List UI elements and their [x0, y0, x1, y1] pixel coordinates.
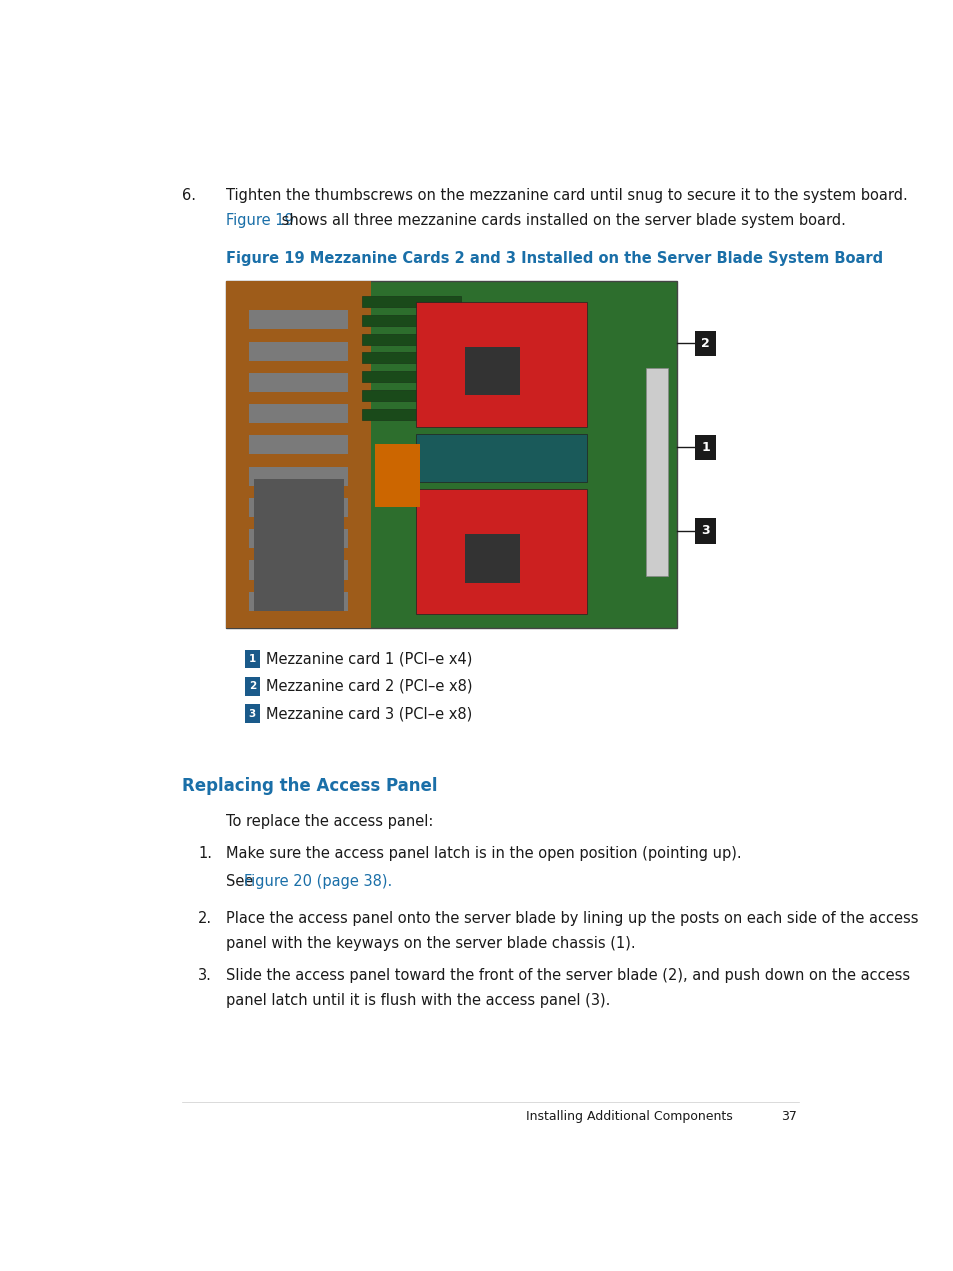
- Text: Mezzanine card 3 (PCI–e x8): Mezzanine card 3 (PCI–e x8): [265, 707, 472, 721]
- Bar: [249, 466, 348, 486]
- Bar: [249, 310, 348, 329]
- Text: 1.: 1.: [198, 846, 213, 862]
- Bar: [695, 330, 715, 356]
- Bar: [465, 347, 519, 395]
- Bar: [249, 342, 348, 361]
- Text: 1: 1: [700, 441, 709, 454]
- Text: Figure 20 (page 38).: Figure 20 (page 38).: [244, 873, 392, 888]
- Bar: [361, 333, 460, 344]
- Bar: [695, 519, 715, 544]
- Text: 2: 2: [700, 337, 709, 350]
- Text: panel latch until it is flush with the access panel (3).: panel latch until it is flush with the a…: [226, 993, 610, 1008]
- Text: 2.: 2.: [198, 911, 213, 927]
- Bar: [695, 435, 715, 460]
- Text: 3: 3: [249, 709, 255, 719]
- Text: Slide the access panel toward the front of the server blade (2), and push down o: Slide the access panel toward the front …: [226, 967, 909, 982]
- Text: Tighten the thumbscrews on the mezzanine card until snug to secure it to the sys: Tighten the thumbscrews on the mezzanine…: [226, 188, 907, 203]
- Bar: [416, 489, 587, 614]
- Text: 2: 2: [249, 681, 255, 691]
- Text: See: See: [226, 873, 258, 888]
- Bar: [245, 649, 259, 669]
- Bar: [361, 390, 460, 400]
- Bar: [245, 677, 259, 695]
- Bar: [361, 371, 460, 383]
- Bar: [361, 296, 460, 308]
- Bar: [465, 534, 519, 583]
- Bar: [375, 444, 420, 507]
- Bar: [249, 592, 348, 611]
- Bar: [416, 301, 587, 427]
- Text: 37: 37: [781, 1110, 796, 1122]
- Text: Installing Additional Components: Installing Additional Components: [525, 1110, 732, 1122]
- Bar: [249, 372, 348, 391]
- Bar: [226, 281, 371, 628]
- Text: Replacing the Access Panel: Replacing the Access Panel: [182, 777, 437, 794]
- Bar: [249, 561, 348, 580]
- Bar: [226, 281, 677, 628]
- Text: Make sure the access panel latch is in the open position (pointing up).: Make sure the access panel latch is in t…: [226, 846, 741, 862]
- Text: 1: 1: [249, 655, 255, 663]
- Bar: [249, 436, 348, 455]
- Bar: [249, 529, 348, 548]
- Bar: [249, 498, 348, 517]
- Text: Mezzanine card 1 (PCI–e x4): Mezzanine card 1 (PCI–e x4): [265, 652, 472, 666]
- Bar: [361, 408, 460, 419]
- Text: 3.: 3.: [198, 967, 212, 982]
- Text: To replace the access panel:: To replace the access panel:: [226, 815, 434, 829]
- Text: Mezzanine card 2 (PCI–e x8): Mezzanine card 2 (PCI–e x8): [265, 679, 472, 694]
- Text: Place the access panel onto the server blade by lining up the posts on each side: Place the access panel onto the server b…: [226, 911, 918, 927]
- Bar: [253, 479, 343, 611]
- Text: panel with the keyways on the server blade chassis (1).: panel with the keyways on the server bla…: [226, 937, 636, 952]
- Bar: [249, 404, 348, 423]
- Bar: [361, 315, 460, 325]
- Bar: [245, 704, 259, 723]
- Text: 6.: 6.: [182, 188, 196, 203]
- Bar: [645, 367, 668, 576]
- Text: Figure 19 Mezzanine Cards 2 and 3 Installed on the Server Blade System Board: Figure 19 Mezzanine Cards 2 and 3 Instal…: [226, 252, 882, 267]
- Bar: [361, 352, 460, 364]
- Text: 3: 3: [700, 525, 709, 538]
- Bar: [416, 433, 587, 482]
- Text: shows all three mezzanine cards installed on the server blade system board.: shows all three mezzanine cards installe…: [276, 214, 844, 229]
- Text: Figure 19: Figure 19: [226, 214, 294, 229]
